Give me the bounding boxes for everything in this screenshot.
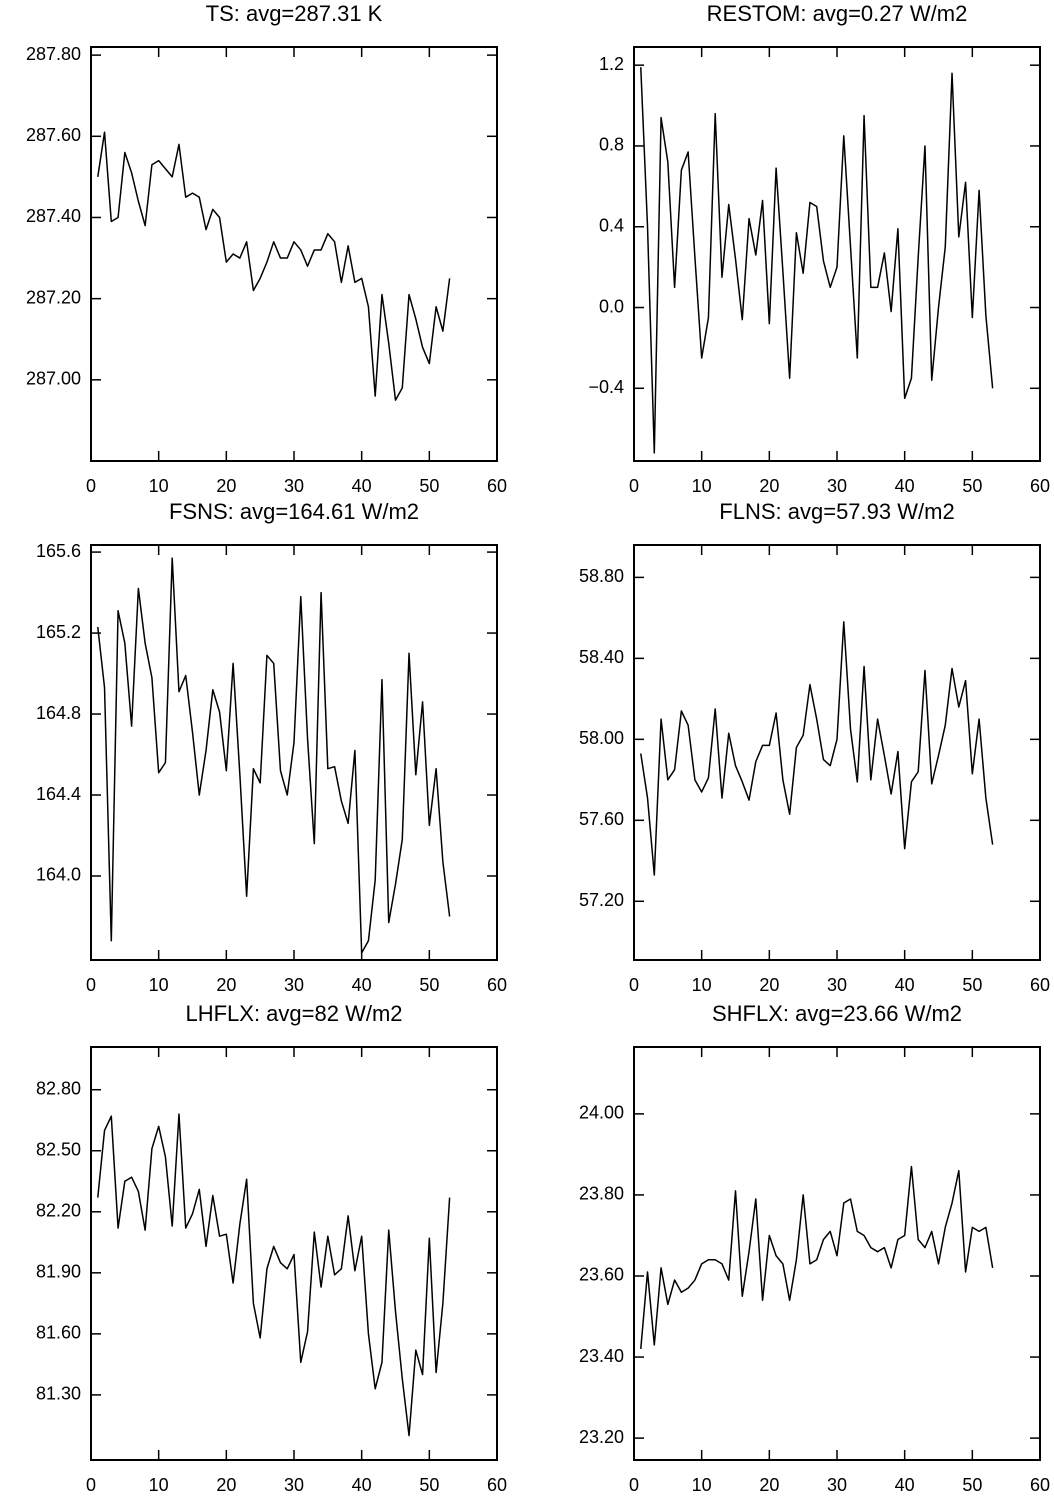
x-tick-label: 0 [86,1475,96,1494]
y-tick-label: 23.40 [579,1346,624,1366]
y-tick-label: 58.80 [579,566,624,586]
y-tick-label: 287.60 [26,125,81,145]
x-tick-label: 40 [895,975,915,995]
x-tick-label: 20 [216,476,236,496]
y-tick-label: 57.20 [579,890,624,910]
plot-frame [90,1046,498,1461]
y-tick-label: 58.00 [579,728,624,748]
x-tick-label: 0 [629,975,639,995]
plot-frame [90,544,498,961]
x-tick-label: 60 [487,1475,507,1494]
x-tick-label: 0 [86,476,96,496]
chart-title: RESTOM: avg=0.27 W/m2 [707,1,968,26]
y-tick-label: 58.40 [579,647,624,667]
x-tick-label: 50 [962,1475,982,1494]
x-tick-label: 10 [149,476,169,496]
y-tick-label: 0.8 [599,135,624,155]
x-tick-label: 60 [487,975,507,995]
data-line [640,621,994,876]
y-tick-label: 81.60 [36,1323,81,1343]
x-tick-label: 60 [1030,975,1050,995]
y-tick-label: 287.80 [26,44,81,64]
chart-title: LHFLX: avg=82 W/m2 [185,1001,402,1026]
y-tick-label: 82.50 [36,1140,81,1160]
x-tick-label: 10 [149,975,169,995]
y-tick-label: 165.6 [36,541,81,561]
x-tick-label: 40 [352,1475,372,1494]
x-tick-label: 0 [629,1475,639,1494]
x-tick-label: 50 [419,975,439,995]
x-tick-label: 0 [629,476,639,496]
data-line [97,131,451,401]
x-tick-label: 40 [352,476,372,496]
x-tick-label: 30 [827,1475,847,1494]
x-tick-label: 50 [419,476,439,496]
x-tick-label: 10 [149,1475,169,1494]
x-tick-label: 30 [284,476,304,496]
plot-frame [633,544,1041,961]
data-line [97,557,451,954]
chart-title: FLNS: avg=57.93 W/m2 [719,499,954,524]
y-tick-label: 23.80 [579,1184,624,1204]
x-tick-label: 20 [216,975,236,995]
y-tick-label: 0.4 [599,215,624,235]
x-tick-label: 40 [895,476,915,496]
y-tick-label: 164.8 [36,703,81,723]
y-tick-label: 57.60 [579,809,624,829]
chart-title: SHFLX: avg=23.66 W/m2 [712,1001,962,1026]
y-tick-label: 287.00 [26,369,81,389]
x-tick-label: 20 [216,1475,236,1494]
y-tick-label: 24.00 [579,1103,624,1123]
plot-frame [90,46,498,462]
y-tick-label: −0.4 [588,377,624,397]
data-line [97,1113,451,1437]
y-tick-label: 23.20 [579,1427,624,1447]
x-tick-label: 50 [962,476,982,496]
y-tick-label: 164.4 [36,784,81,804]
x-tick-label: 30 [827,975,847,995]
chart-title: TS: avg=287.31 K [206,1,383,26]
y-tick-label: 165.2 [36,622,81,642]
x-tick-label: 20 [759,476,779,496]
x-tick-label: 20 [759,1475,779,1494]
y-tick-label: 82.20 [36,1201,81,1221]
x-tick-label: 0 [86,975,96,995]
x-tick-label: 60 [1030,1475,1050,1494]
x-tick-label: 50 [962,975,982,995]
x-tick-label: 20 [759,975,779,995]
x-tick-label: 30 [284,1475,304,1494]
y-tick-label: 81.30 [36,1384,81,1404]
x-tick-label: 60 [1030,476,1050,496]
x-tick-label: 40 [352,975,372,995]
y-tick-label: 287.20 [26,287,81,307]
y-tick-label: 1.2 [599,54,624,74]
y-tick-label: 23.60 [579,1265,624,1285]
y-tick-label: 82.80 [36,1078,81,1098]
x-tick-label: 40 [895,1475,915,1494]
x-tick-label: 60 [487,476,507,496]
chart-title: FSNS: avg=164.61 W/m2 [169,499,419,524]
x-tick-label: 10 [692,975,712,995]
data-line [640,67,994,454]
y-tick-label: 0.0 [599,296,624,316]
x-tick-label: 30 [284,975,304,995]
x-tick-label: 30 [827,476,847,496]
y-tick-label: 81.90 [36,1262,81,1282]
y-tick-label: 287.40 [26,206,81,226]
x-tick-label: 10 [692,1475,712,1494]
data-line [640,1165,994,1350]
x-tick-label: 50 [419,1475,439,1494]
y-tick-label: 164.0 [36,865,81,885]
x-tick-label: 10 [692,476,712,496]
